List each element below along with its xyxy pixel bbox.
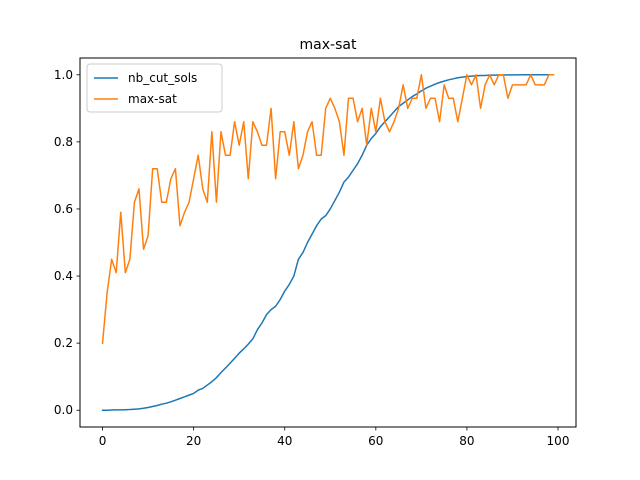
x-tick-label-4: 80 [459,434,474,448]
series-line-1 [101,74,555,344]
series-line-0 [101,74,555,411]
y-tick-label-1: 0.2 [54,336,73,350]
legend-box [86,63,223,113]
y-axis: 0.0 0.2 0.4 0.6 0.8 1.0 [54,68,80,417]
legend-label-1: max-sat [128,92,177,106]
x-tick-label-3: 60 [368,434,383,448]
x-tick-label-2: 40 [277,434,292,448]
y-tick-label-3: 0.6 [54,202,73,216]
y-tick-label-5: 1.0 [54,68,73,82]
legend: nb_cut_sols max-sat [86,63,223,113]
x-axis: 0 20 40 60 80 100 [99,427,570,448]
plot-frame [79,57,577,428]
x-tick-label-1: 20 [186,434,201,448]
y-tick-label-4: 0.8 [54,135,73,149]
y-tick-label-2: 0.4 [54,269,73,283]
chart-title: max-sat [300,37,357,53]
x-tick-label-0: 0 [99,434,107,448]
legend-label-0: nb_cut_sols [128,71,197,85]
y-tick-label-0: 0.0 [54,403,73,417]
x-tick-label-5: 100 [547,434,570,448]
plot-lines [101,74,555,411]
